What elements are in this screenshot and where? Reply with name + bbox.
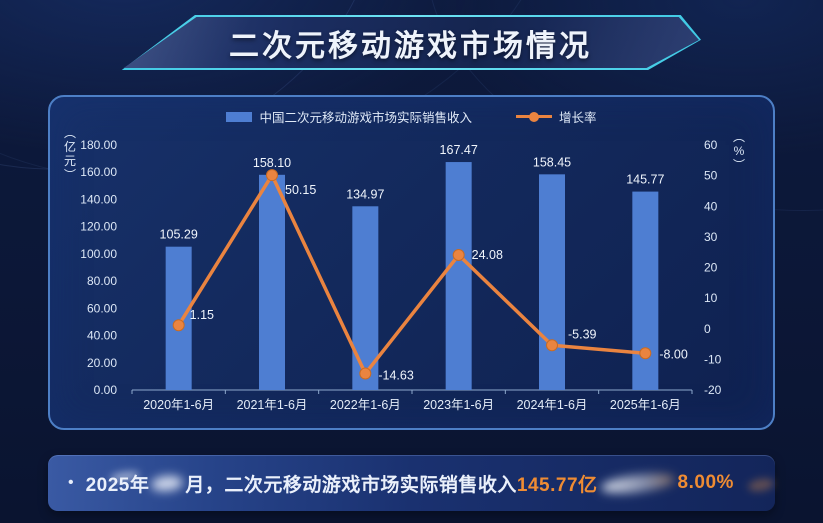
title-banner-sheen xyxy=(123,17,699,68)
svg-text:158.10: 158.10 xyxy=(253,156,291,170)
svg-text:-8.00: -8.00 xyxy=(659,347,688,361)
svg-text:134.97: 134.97 xyxy=(346,187,384,201)
legend-label-growth: 增长率 xyxy=(559,111,597,125)
summary-text-year: 2025年 xyxy=(85,474,150,496)
svg-text:158.45: 158.45 xyxy=(533,155,571,169)
svg-text:%: % xyxy=(734,144,745,158)
redaction-blur xyxy=(599,470,676,496)
svg-text:-10: -10 xyxy=(704,352,722,366)
svg-text:20.00: 20.00 xyxy=(87,356,117,370)
svg-text:40: 40 xyxy=(704,199,718,213)
svg-text:160.00: 160.00 xyxy=(80,165,117,179)
svg-text:145.77: 145.77 xyxy=(626,173,664,187)
svg-text:120.00: 120.00 xyxy=(80,220,117,234)
svg-text:180.00: 180.00 xyxy=(80,138,117,152)
svg-text:20: 20 xyxy=(704,261,718,275)
title-banner: 二次元移动游戏市场情况 xyxy=(120,15,701,70)
title-banner-fill xyxy=(123,17,699,68)
svg-text:2021年1-6月: 2021年1-6月 xyxy=(237,398,308,412)
line-series-swatch xyxy=(516,111,552,122)
svg-text:105.29: 105.29 xyxy=(160,228,198,242)
svg-text:0: 0 xyxy=(704,322,711,336)
line-swatch-dot xyxy=(529,111,539,122)
bar-series-swatch xyxy=(226,111,253,122)
chart-canvas: 0.00 20.00 40.00 60.00 80.00 100.00 120.00 140.… xyxy=(64,126,745,412)
page-title: 二次元移动游戏市场情况 xyxy=(229,29,592,63)
svg-text:100.00: 100.00 xyxy=(80,247,117,261)
svg-text:︵: ︵ xyxy=(733,130,745,144)
svg-text:︶: ︶ xyxy=(64,168,76,182)
summary-banner: • 2025年 月，二次元移动游戏市场实际销售收入 145.77亿 8.00% xyxy=(48,455,775,511)
smudge-decoration xyxy=(747,476,775,494)
svg-text:2023年1-6月: 2023年1-6月 xyxy=(423,398,494,412)
svg-text:2022年1-6月: 2022年1-6月 xyxy=(330,398,401,412)
svg-text:2025年1-6月: 2025年1-6月 xyxy=(610,398,681,412)
legend-label-revenue: 中国二次元移动游戏市场实际销售收入 xyxy=(259,111,472,125)
legend-item-revenue: 中国二次元移动游戏市场实际销售收入 xyxy=(226,107,472,126)
svg-text:1.15: 1.15 xyxy=(190,308,214,322)
svg-text:亿: 亿 xyxy=(64,139,76,154)
svg-text:40.00: 40.00 xyxy=(87,329,117,343)
svg-text:︵: ︵ xyxy=(64,126,76,140)
svg-text:50: 50 xyxy=(704,169,718,183)
svg-text:50.15: 50.15 xyxy=(285,183,316,197)
svg-text:2024年1-6月: 2024年1-6月 xyxy=(517,398,588,412)
svg-text:140.00: 140.00 xyxy=(80,192,117,206)
bullet-icon: • xyxy=(68,474,74,491)
svg-text:60.00: 60.00 xyxy=(87,301,117,315)
svg-text:60: 60 xyxy=(704,138,718,152)
svg-text:元: 元 xyxy=(64,154,76,168)
summary-growth-value: 8.00% xyxy=(677,472,734,493)
chart-panel: 0.00 20.00 40.00 60.00 80.00 100.00 120.00 140.… xyxy=(48,95,775,430)
summary-text-body: 月，二次元移动游戏市场实际销售收入 xyxy=(185,474,517,496)
svg-text:10: 10 xyxy=(704,291,718,305)
svg-text:80.00: 80.00 xyxy=(87,274,117,288)
svg-text:︶: ︶ xyxy=(733,158,745,172)
summary-revenue-value: 145.77亿 xyxy=(516,474,598,496)
redaction-blur xyxy=(150,473,185,493)
svg-text:24.08: 24.08 xyxy=(472,248,503,262)
legend-item-growth: 增长率 xyxy=(516,107,597,126)
chart-legend: 中国二次元移动游戏市场实际销售收入 增长率 xyxy=(50,107,773,126)
svg-text:30: 30 xyxy=(704,230,718,244)
svg-text:2020年1-6月: 2020年1-6月 xyxy=(143,398,214,412)
svg-text:0.00: 0.00 xyxy=(94,383,118,397)
svg-text:-14.63: -14.63 xyxy=(378,369,413,383)
svg-text:-5.39: -5.39 xyxy=(568,327,597,341)
svg-text:167.47: 167.47 xyxy=(440,143,478,157)
svg-text:-20: -20 xyxy=(704,383,722,397)
